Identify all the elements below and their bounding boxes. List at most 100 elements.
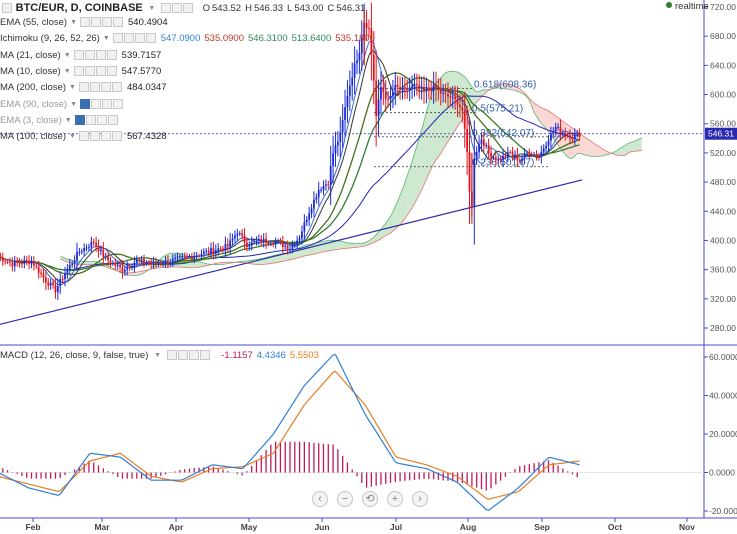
gear-icon[interactable] — [89, 131, 100, 142]
candle-body — [207, 250, 210, 253]
candle-body — [13, 261, 16, 267]
eye-icon[interactable] — [73, 49, 84, 60]
ichimoku-cloud-segment — [426, 103, 429, 180]
gear-icon[interactable] — [91, 17, 101, 27]
ichimoku-cloud-segment — [280, 253, 283, 262]
eye-icon[interactable] — [166, 350, 177, 360]
candle-body — [109, 260, 112, 264]
more-icon[interactable] — [106, 49, 117, 60]
indicator-label[interactable]: EMA (90, close) — [0, 98, 68, 110]
ohlc-value: 546.33 — [253, 3, 284, 14]
eye-icon[interactable] — [78, 131, 89, 142]
close-icon[interactable] — [134, 33, 145, 44]
more-icon[interactable] — [113, 17, 123, 27]
eye-icon[interactable] — [80, 17, 90, 27]
gear-icon[interactable] — [84, 49, 95, 60]
candle-body — [6, 261, 9, 263]
chevron-down-icon[interactable]: ▼ — [154, 352, 161, 359]
indicator-value: 546.3100 — [248, 33, 288, 45]
close-icon[interactable] — [182, 3, 193, 13]
candle-body — [49, 282, 52, 286]
ichimoku-cloud-segment — [357, 243, 360, 248]
candle-body — [523, 153, 526, 159]
gear-icon[interactable] — [85, 114, 96, 125]
zoom-out-button[interactable]: − — [337, 491, 353, 507]
candle-body — [578, 132, 581, 137]
eye-icon[interactable] — [74, 114, 85, 125]
more-icon[interactable] — [199, 350, 210, 360]
chevron-down-icon[interactable]: ▼ — [148, 5, 156, 12]
more-icon[interactable] — [145, 33, 156, 44]
indicator-value: 535.0900 — [204, 33, 244, 45]
more-icon[interactable] — [113, 98, 123, 109]
ichimoku-cloud-segment — [383, 223, 386, 238]
candle-body — [415, 84, 418, 86]
candle-body — [217, 248, 220, 251]
candle-body — [389, 96, 392, 100]
ichimoku-cloud-segment — [476, 91, 480, 103]
candle-body — [487, 145, 490, 153]
x-tick-label: Sep — [534, 522, 550, 532]
candle-body — [454, 96, 457, 100]
chevron-down-icon[interactable]: ▼ — [64, 116, 72, 124]
chevron-down-icon[interactable]: ▼ — [102, 35, 110, 43]
chevron-down-icon[interactable]: ▼ — [69, 84, 76, 92]
gear-icon[interactable] — [89, 82, 100, 93]
ichimoku-cloud-segment — [325, 240, 329, 252]
gear-icon[interactable] — [91, 98, 101, 109]
more-icon[interactable] — [106, 65, 117, 76]
indicator-label[interactable]: MA (10, close) — [0, 65, 61, 77]
chevron-down-icon[interactable]: ▼ — [70, 19, 77, 26]
close-icon[interactable] — [102, 98, 112, 109]
candle-body — [200, 253, 203, 256]
indicator-label[interactable]: MA (200, close) — [0, 82, 66, 94]
more-icon[interactable] — [111, 131, 122, 142]
chevron-down-icon[interactable]: ▼ — [70, 100, 77, 108]
candle-body — [514, 154, 516, 156]
macd-label[interactable]: MACD (12, 26, close, 9, false, true) — [0, 350, 149, 361]
more-icon[interactable] — [111, 82, 122, 93]
indicator-label[interactable]: Ichimoku (9, 26, 52, 26) — [0, 33, 100, 45]
eye-icon[interactable] — [73, 65, 84, 76]
chevron-down-icon[interactable]: ▼ — [63, 51, 71, 59]
symbol-title[interactable]: BTC/EUR, D, COINBASE — [15, 2, 143, 14]
ichimoku-cloud-segment — [268, 256, 271, 264]
close-icon[interactable] — [95, 65, 106, 76]
scroll-left-button[interactable]: ‹ — [312, 491, 328, 507]
indicator-label[interactable]: MA (21, close) — [0, 49, 61, 61]
gear-icon[interactable] — [177, 350, 188, 360]
chevron-down-icon[interactable]: ▼ — [69, 133, 76, 141]
candle-body — [377, 99, 380, 117]
zoom-in-button[interactable]: + — [387, 491, 403, 507]
macd-y-tick-label: 0.0000 — [709, 468, 735, 478]
close-icon[interactable] — [100, 82, 111, 93]
reset-button[interactable]: ⟲ — [362, 491, 378, 507]
candle-body — [310, 208, 313, 214]
eye-icon[interactable] — [80, 98, 90, 109]
close-icon[interactable] — [95, 49, 106, 60]
close-icon[interactable] — [96, 114, 107, 125]
gear-icon[interactable] — [123, 33, 134, 44]
close-icon[interactable] — [102, 17, 112, 27]
ichimoku-cloud-segment — [392, 206, 396, 232]
indicator-label[interactable]: EMA (3, close) — [0, 114, 62, 126]
ichimoku-cloud-segment — [637, 138, 640, 151]
candle-body — [528, 153, 531, 155]
candle-body — [315, 197, 318, 200]
close-icon[interactable] — [188, 350, 199, 360]
eye-icon[interactable] — [112, 33, 123, 44]
indicator-label[interactable]: EMA (55, close) — [0, 17, 68, 28]
eye-icon[interactable] — [78, 82, 89, 93]
indicator-label[interactable]: MA (100, close) — [0, 131, 66, 143]
chevron-down-icon[interactable]: ▼ — [63, 67, 71, 75]
gear-icon[interactable] — [84, 65, 95, 76]
collapse-icon[interactable] — [2, 3, 12, 13]
gear-icon[interactable] — [171, 3, 182, 13]
ichimoku-cloud-segment — [620, 146, 623, 156]
scroll-right-button[interactable]: › — [412, 491, 428, 507]
ichimoku-cloud-segment — [316, 242, 319, 254]
more-icon[interactable] — [107, 114, 118, 125]
eye-icon[interactable] — [160, 3, 171, 13]
close-icon[interactable] — [100, 131, 111, 142]
